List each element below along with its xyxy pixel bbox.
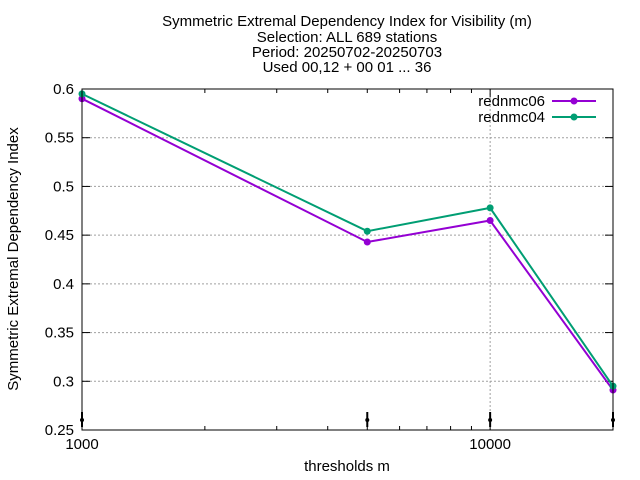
y-tick-label: 0.35 <box>45 325 74 342</box>
y-axis-label: Symmetric Extremal Dependency Index <box>5 127 22 391</box>
data-point-rednmc06 <box>486 217 494 225</box>
series-line-rednmc04 <box>81 92 614 387</box>
data-point-rednmc04 <box>486 204 494 212</box>
title-line-1: Symmetric Extremal Dependency Index for … <box>162 13 532 30</box>
axis-tick-labels: 0.25 0.3 0.35 0.4 0.45 0.5 0.55 0.6 1000 10000 <box>45 81 511 453</box>
title-line-3: Period: 20250702-20250703 <box>252 44 442 61</box>
x-axis-label: thresholds m <box>304 458 390 475</box>
y-tick-label: 0.55 <box>45 130 74 147</box>
data-point-rednmc04 <box>363 227 371 235</box>
legend-label: rednmc04 <box>478 109 545 126</box>
y-tick-label: 0.45 <box>45 227 74 244</box>
series-line-rednmc06 <box>81 97 614 391</box>
y-tick-label: 0.5 <box>53 178 74 195</box>
legend-swatch-point <box>570 97 578 105</box>
title-line-2: Selection: ALL 689 stations <box>257 29 437 46</box>
threshold-marker-dot <box>488 418 493 422</box>
x-tick-label: 1000 <box>65 436 98 453</box>
y-tick-label: 0.3 <box>53 373 74 390</box>
y-tick-label: 0.4 <box>53 276 74 293</box>
title-line-4: Used 00,12 + 00 01 ... 36 <box>263 59 432 76</box>
legend-swatch-point <box>570 113 578 121</box>
data-point-rednmc06 <box>363 238 371 246</box>
legend-label: rednmc06 <box>478 93 545 110</box>
grid <box>82 89 613 430</box>
axis-ticks <box>81 88 613 431</box>
chart-title: Symmetric Extremal Dependency Index for … <box>162 13 532 76</box>
y-tick-label: 0.6 <box>53 81 74 98</box>
series-group <box>78 90 617 394</box>
x-threshold-markers <box>80 412 615 427</box>
x-tick-label: 10000 <box>469 436 511 453</box>
y-tick-label: 0.25 <box>45 422 74 439</box>
threshold-marker-dot <box>365 418 370 422</box>
plot-border <box>81 88 614 431</box>
